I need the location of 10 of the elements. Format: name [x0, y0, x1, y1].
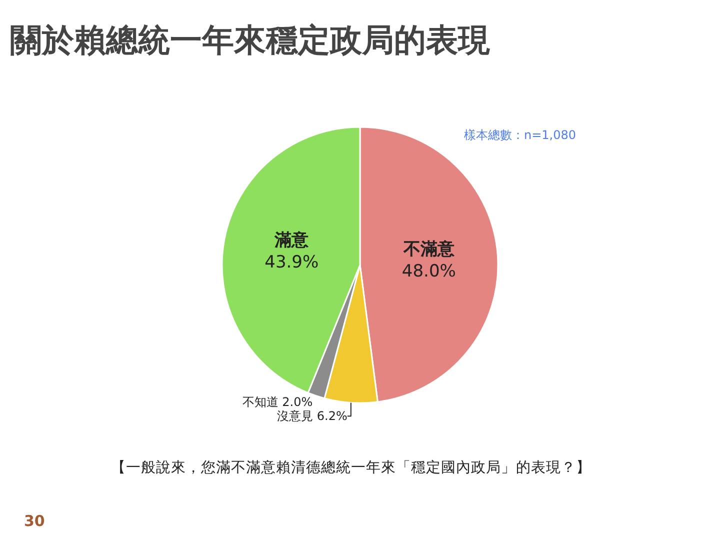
data-label: 48.0% — [402, 262, 456, 282]
slice-label: 不知道 2.0% — [242, 395, 313, 410]
text: 樣本總數：n=1,080 — [464, 128, 576, 142]
slice-label: 不滿意 — [402, 240, 456, 260]
data-label: 43.9% — [264, 252, 319, 273]
chart-title: 關於賴總統一年來穩定政局的表現 — [10, 21, 490, 60]
slice-label: 沒意見 6.2% — [277, 409, 348, 424]
text: 30 — [24, 512, 45, 530]
slice-label: 滿意 — [274, 230, 310, 251]
text: 【一般說來，您滿不滿意賴清德總統一年來「穩定國內政局」的表現？】 — [111, 459, 591, 476]
